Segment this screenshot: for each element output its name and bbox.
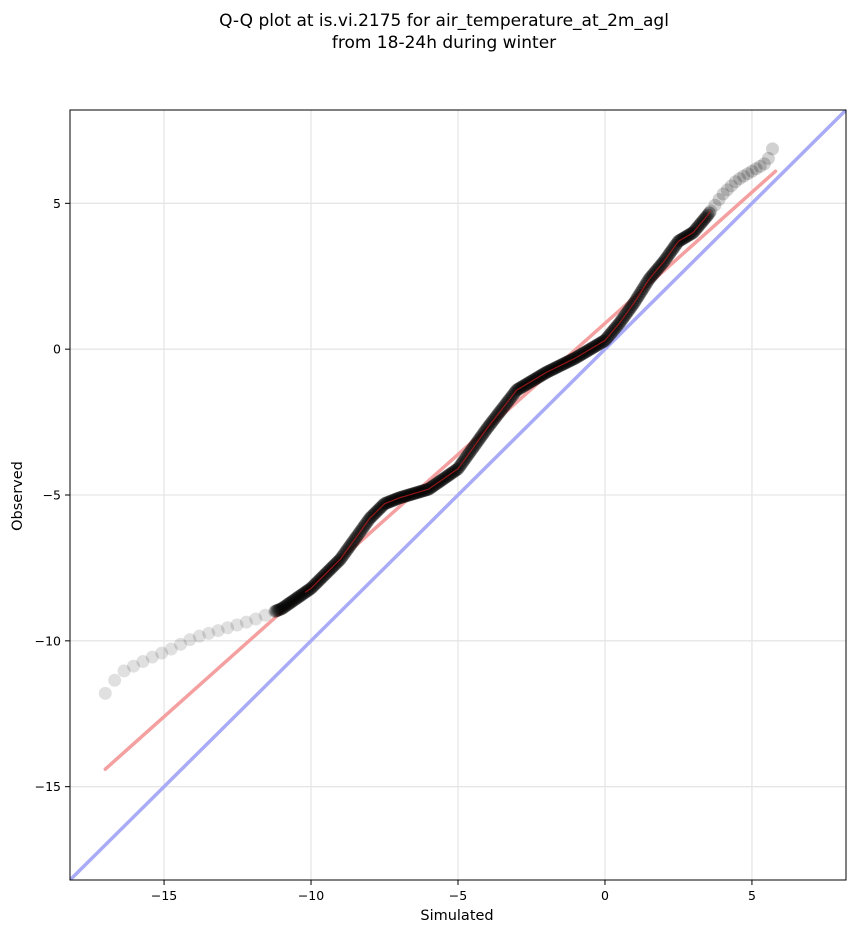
qq-point	[276, 601, 290, 615]
fit-line-layer	[103, 169, 778, 771]
qq-point	[202, 626, 216, 640]
x-tick-label: −10	[298, 888, 324, 903]
qq-point	[282, 597, 296, 611]
qq-point	[230, 618, 244, 632]
qq-point	[766, 142, 780, 156]
qq-point	[281, 598, 295, 612]
qq-point	[283, 596, 297, 610]
x-tick-label: 0	[601, 888, 609, 903]
identity-line	[70, 110, 846, 880]
qq-point	[174, 637, 188, 651]
qq-point	[737, 169, 751, 183]
chart-title-line-2: from 18-24h during winter	[332, 33, 556, 53]
qq-point	[239, 615, 253, 629]
qq-point	[753, 159, 767, 173]
qq-point	[155, 646, 169, 660]
y-tick-label: 5	[53, 196, 61, 211]
x-tick-label: −5	[449, 888, 467, 903]
x-axis-label: Simulated	[420, 908, 493, 924]
y-tick-label: −15	[35, 779, 61, 794]
quantile-points	[98, 142, 780, 700]
y-axis-label: Observed	[10, 461, 26, 531]
qq-point	[117, 664, 131, 678]
qq-point	[294, 588, 308, 602]
qq-point	[728, 175, 742, 189]
qq-point	[270, 604, 284, 617]
qq-point	[272, 603, 286, 617]
qq-point	[295, 587, 309, 601]
qq-point	[286, 594, 300, 608]
qq-point	[292, 590, 306, 603]
chart-title-line-1: Q-Q plot at is.vi.2175 for air_temperatu…	[219, 11, 669, 31]
qq-point	[98, 686, 112, 700]
qq-point	[716, 187, 730, 201]
qq-point	[249, 612, 263, 626]
y-tick-label: −10	[35, 633, 61, 648]
qq-point	[288, 593, 302, 607]
qq-point	[733, 172, 747, 186]
qq-point	[164, 642, 178, 656]
qq-point	[273, 602, 287, 616]
qq-point	[297, 586, 311, 600]
qq-point	[708, 198, 722, 212]
qq-point	[749, 162, 763, 176]
qq-point	[298, 585, 312, 599]
qq-point	[724, 179, 738, 193]
qq-point	[720, 183, 734, 197]
qq-point	[712, 192, 726, 206]
y-tick-label: 0	[53, 342, 61, 357]
qq-point	[268, 605, 282, 619]
reference-curve	[304, 210, 712, 593]
x-tick-label: −15	[151, 888, 177, 903]
qq-point	[275, 602, 289, 616]
qq-point	[289, 592, 303, 606]
qq-point	[761, 151, 775, 165]
qq-point	[278, 600, 292, 614]
qq-point	[221, 621, 235, 635]
x-tick-label: 5	[748, 888, 756, 903]
qq-point	[183, 633, 197, 647]
identity-line-layer	[70, 110, 846, 880]
qq-point	[741, 167, 755, 181]
qq-point	[211, 624, 225, 638]
qq-point	[757, 157, 771, 171]
fit-line	[103, 169, 778, 771]
y-axis-ticks: −15 −10 −5 0 5	[35, 196, 70, 794]
qq-point	[192, 629, 206, 643]
grid-lines	[70, 110, 846, 880]
qq-point	[258, 608, 272, 622]
y-tick-label: −5	[43, 488, 61, 503]
reference-curve-layer	[304, 210, 712, 593]
x-axis-ticks: −15 −10 −5 0 5	[151, 880, 756, 903]
qq-point	[269, 604, 283, 618]
qq-point	[108, 673, 122, 687]
qq-point	[745, 164, 759, 178]
qq-point	[126, 659, 140, 673]
qq-point	[279, 599, 293, 613]
qq-point	[285, 595, 299, 609]
qq-point	[136, 655, 150, 669]
qq-point	[145, 650, 159, 664]
qq-point	[291, 591, 305, 605]
